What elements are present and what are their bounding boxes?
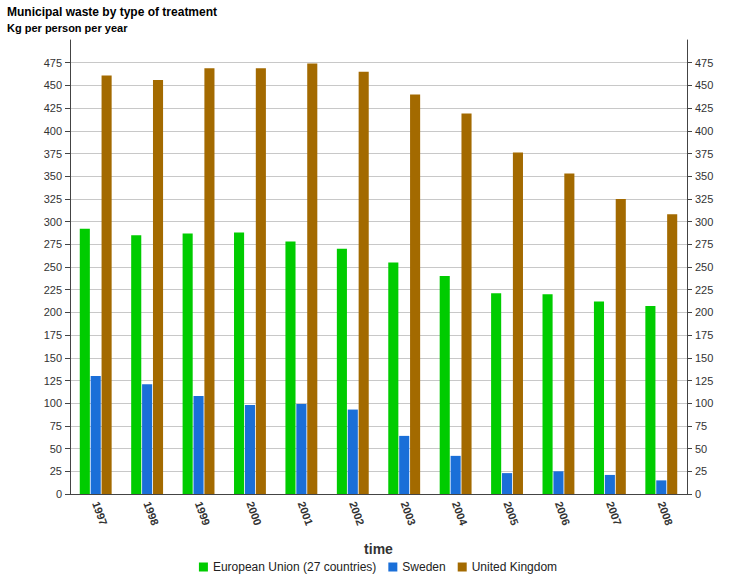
svg-text:125: 125 <box>44 375 62 387</box>
svg-text:2006: 2006 <box>553 500 573 527</box>
svg-text:475: 475 <box>695 57 713 69</box>
svg-text:2005: 2005 <box>501 500 521 527</box>
svg-text:325: 325 <box>695 193 713 205</box>
svg-text:475: 475 <box>44 57 62 69</box>
svg-text:425: 425 <box>44 102 62 114</box>
svg-text:0: 0 <box>56 488 62 500</box>
svg-text:2002: 2002 <box>347 500 367 527</box>
svg-text:100: 100 <box>695 397 713 409</box>
svg-text:150: 150 <box>44 352 62 364</box>
svg-text:United Kingdom: United Kingdom <box>472 560 557 574</box>
svg-text:200: 200 <box>44 306 62 318</box>
svg-text:50: 50 <box>50 443 62 455</box>
svg-text:450: 450 <box>695 79 713 91</box>
svg-text:0: 0 <box>695 488 701 500</box>
svg-text:350: 350 <box>695 170 713 182</box>
svg-text:300: 300 <box>695 216 713 228</box>
svg-text:175: 175 <box>695 329 713 341</box>
svg-text:400: 400 <box>44 125 62 137</box>
svg-text:1997: 1997 <box>90 500 110 527</box>
svg-text:275: 275 <box>695 238 713 250</box>
svg-text:2007: 2007 <box>604 500 624 527</box>
svg-text:450: 450 <box>44 79 62 91</box>
svg-text:150: 150 <box>695 352 713 364</box>
svg-text:400: 400 <box>695 125 713 137</box>
svg-text:Kg per person per year: Kg per person per year <box>7 22 128 34</box>
svg-text:250: 250 <box>695 261 713 273</box>
svg-text:1999: 1999 <box>193 500 213 527</box>
svg-text:European Union (27 countries): European Union (27 countries) <box>213 560 376 574</box>
svg-text:2003: 2003 <box>399 500 419 527</box>
svg-text:300: 300 <box>44 216 62 228</box>
svg-text:Sweden: Sweden <box>402 560 445 574</box>
svg-text:Municipal waste by type of tre: Municipal waste by type of treatment <box>7 5 217 19</box>
svg-text:375: 375 <box>44 148 62 160</box>
svg-text:25: 25 <box>50 465 62 477</box>
svg-text:125: 125 <box>695 375 713 387</box>
svg-text:175: 175 <box>44 329 62 341</box>
svg-text:225: 225 <box>44 284 62 296</box>
svg-text:425: 425 <box>695 102 713 114</box>
svg-text:75: 75 <box>50 420 62 432</box>
svg-text:200: 200 <box>695 306 713 318</box>
svg-text:375: 375 <box>695 148 713 160</box>
svg-text:100: 100 <box>44 397 62 409</box>
svg-text:250: 250 <box>44 261 62 273</box>
svg-text:350: 350 <box>44 170 62 182</box>
svg-text:75: 75 <box>695 420 707 432</box>
svg-text:325: 325 <box>44 193 62 205</box>
svg-text:time: time <box>364 541 393 557</box>
svg-text:25: 25 <box>695 465 707 477</box>
svg-text:225: 225 <box>695 284 713 296</box>
svg-text:2001: 2001 <box>296 500 316 527</box>
svg-text:1998: 1998 <box>141 500 161 527</box>
svg-text:275: 275 <box>44 238 62 250</box>
svg-text:2000: 2000 <box>244 500 264 527</box>
svg-text:50: 50 <box>695 443 707 455</box>
svg-text:2008: 2008 <box>656 500 676 527</box>
svg-text:2004: 2004 <box>450 500 470 528</box>
